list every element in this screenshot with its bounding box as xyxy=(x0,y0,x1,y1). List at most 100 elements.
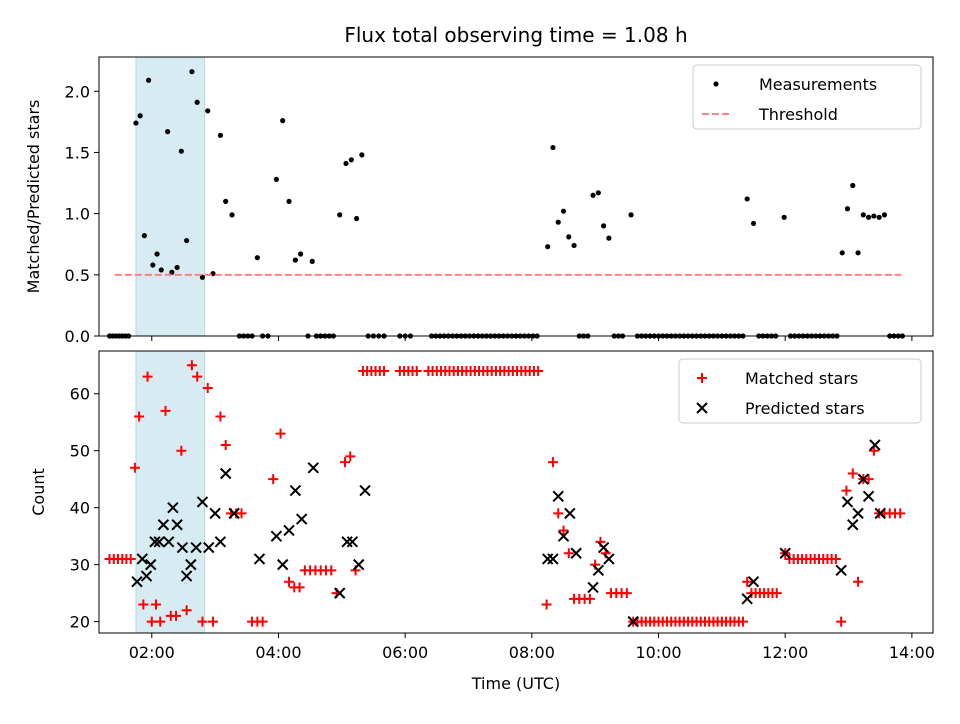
matched-star-point xyxy=(584,593,595,604)
matched-star-point xyxy=(379,365,390,376)
x-tick-label: 12:00 xyxy=(762,643,808,662)
y-tick-label: 0.5 xyxy=(65,266,90,285)
measurement-point xyxy=(280,118,286,124)
measurement-point xyxy=(273,176,279,182)
predicted-star-point xyxy=(869,439,881,451)
measurement-point xyxy=(844,206,851,212)
measurement-point xyxy=(601,223,607,229)
predicted-star-point xyxy=(597,541,610,554)
measurement-point xyxy=(217,132,224,138)
measurement-point xyxy=(154,251,160,257)
predicted-star-point xyxy=(557,530,570,542)
measurement-point xyxy=(850,182,856,189)
predicted-star-point xyxy=(564,507,576,520)
measurement-point xyxy=(194,99,200,105)
predicted-star-point xyxy=(333,587,346,599)
matched-star-point xyxy=(155,616,166,627)
predicted-star-point xyxy=(547,553,559,565)
predicted-star-point xyxy=(153,536,165,548)
matched-star-point xyxy=(345,451,356,462)
matched-star-point xyxy=(151,599,162,610)
predicted-star-point xyxy=(162,536,175,548)
predicted-star-point xyxy=(307,462,320,474)
predicted-star-point xyxy=(592,564,605,577)
predicted-star-point xyxy=(862,490,875,502)
predicted-star-point xyxy=(196,496,209,508)
matched-star-point xyxy=(197,616,208,627)
matched-star-point xyxy=(533,365,544,376)
x-tick-label: 04:00 xyxy=(255,643,301,662)
predicted-star-point xyxy=(346,536,359,548)
predicted-star-point xyxy=(214,536,227,548)
y-axis-label: Count xyxy=(29,468,48,516)
predicted-star-point xyxy=(352,558,365,571)
measurement-point xyxy=(860,212,866,218)
matched-star-point xyxy=(895,508,906,519)
matched-star-point xyxy=(257,616,268,627)
matched-star-point xyxy=(125,553,136,564)
predicted-star-point xyxy=(276,558,289,571)
x-tick-label: 02:00 xyxy=(129,643,175,662)
predicted-star-point xyxy=(570,547,582,559)
legend-label: Matched stars xyxy=(745,369,858,388)
measurement-point xyxy=(337,212,343,218)
predicted-star-point xyxy=(747,576,760,588)
measurement-point xyxy=(184,237,190,244)
matched-star-point xyxy=(737,616,748,627)
predicted-star-point xyxy=(180,570,193,582)
matched-star-point xyxy=(830,553,841,564)
measurement-point xyxy=(866,214,872,220)
series-predicted-stars xyxy=(131,439,886,628)
measurement-point xyxy=(628,212,634,218)
measurement-point xyxy=(550,144,556,151)
highlight-span xyxy=(135,56,206,337)
legend-marker-matched xyxy=(697,373,707,383)
measurement-point xyxy=(298,251,304,257)
highlight-span xyxy=(135,350,206,634)
x-tick-label: 06:00 xyxy=(382,643,428,662)
measurement-point xyxy=(571,242,577,249)
matched-star-point xyxy=(621,588,632,599)
predicted-star-point xyxy=(847,519,859,531)
measurement-point xyxy=(595,190,601,196)
predicted-star-point xyxy=(627,615,639,628)
predicted-star-point xyxy=(587,581,599,594)
measurement-point xyxy=(590,192,596,198)
legend: Matched stars Predicted stars xyxy=(678,358,922,424)
measurement-point xyxy=(545,244,551,250)
legend-label: Measurements xyxy=(759,75,877,94)
legend: Measurements Threshold xyxy=(692,64,922,130)
measurement-point xyxy=(174,264,180,271)
predicted-star-point xyxy=(171,519,183,531)
measurement-point xyxy=(165,129,171,135)
predicted-star-point xyxy=(841,496,854,508)
y-tick-label: 2.0 xyxy=(65,82,90,101)
measurement-point xyxy=(146,77,152,83)
measurement-point xyxy=(150,262,156,268)
matched-star-point xyxy=(326,565,337,576)
predicted-star-point xyxy=(149,536,161,548)
matched-star-point xyxy=(541,599,552,610)
matched-star-point xyxy=(742,576,753,587)
matched-star-point xyxy=(563,548,574,559)
x-axis-label: Time (UTC) xyxy=(471,674,560,693)
predicted-star-point xyxy=(131,576,143,588)
legend-label: Threshold xyxy=(758,105,838,124)
matched-star-point xyxy=(142,371,153,382)
measurement-point xyxy=(560,208,567,214)
measurement-point xyxy=(254,255,260,261)
x-tick-label: 08:00 xyxy=(509,643,555,662)
predicted-star-point xyxy=(167,501,179,514)
matched-star-point xyxy=(215,411,226,422)
measurement-point xyxy=(839,250,845,256)
matched-star-point xyxy=(220,440,231,450)
predicted-star-point xyxy=(140,570,153,582)
measurement-point xyxy=(141,233,147,239)
predicted-star-point xyxy=(874,507,886,520)
matched-star-point xyxy=(853,576,864,587)
matched-star-point xyxy=(771,588,782,599)
measurement-point xyxy=(876,214,882,220)
measurement-point xyxy=(353,215,360,222)
predicted-star-point xyxy=(219,467,232,480)
